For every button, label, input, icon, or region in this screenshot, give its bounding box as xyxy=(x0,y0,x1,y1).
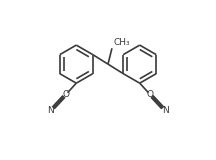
Text: CH₃: CH₃ xyxy=(114,39,130,48)
Text: O: O xyxy=(62,90,70,99)
Text: O: O xyxy=(146,90,154,99)
Text: N: N xyxy=(48,106,54,115)
Text: N: N xyxy=(162,106,168,115)
